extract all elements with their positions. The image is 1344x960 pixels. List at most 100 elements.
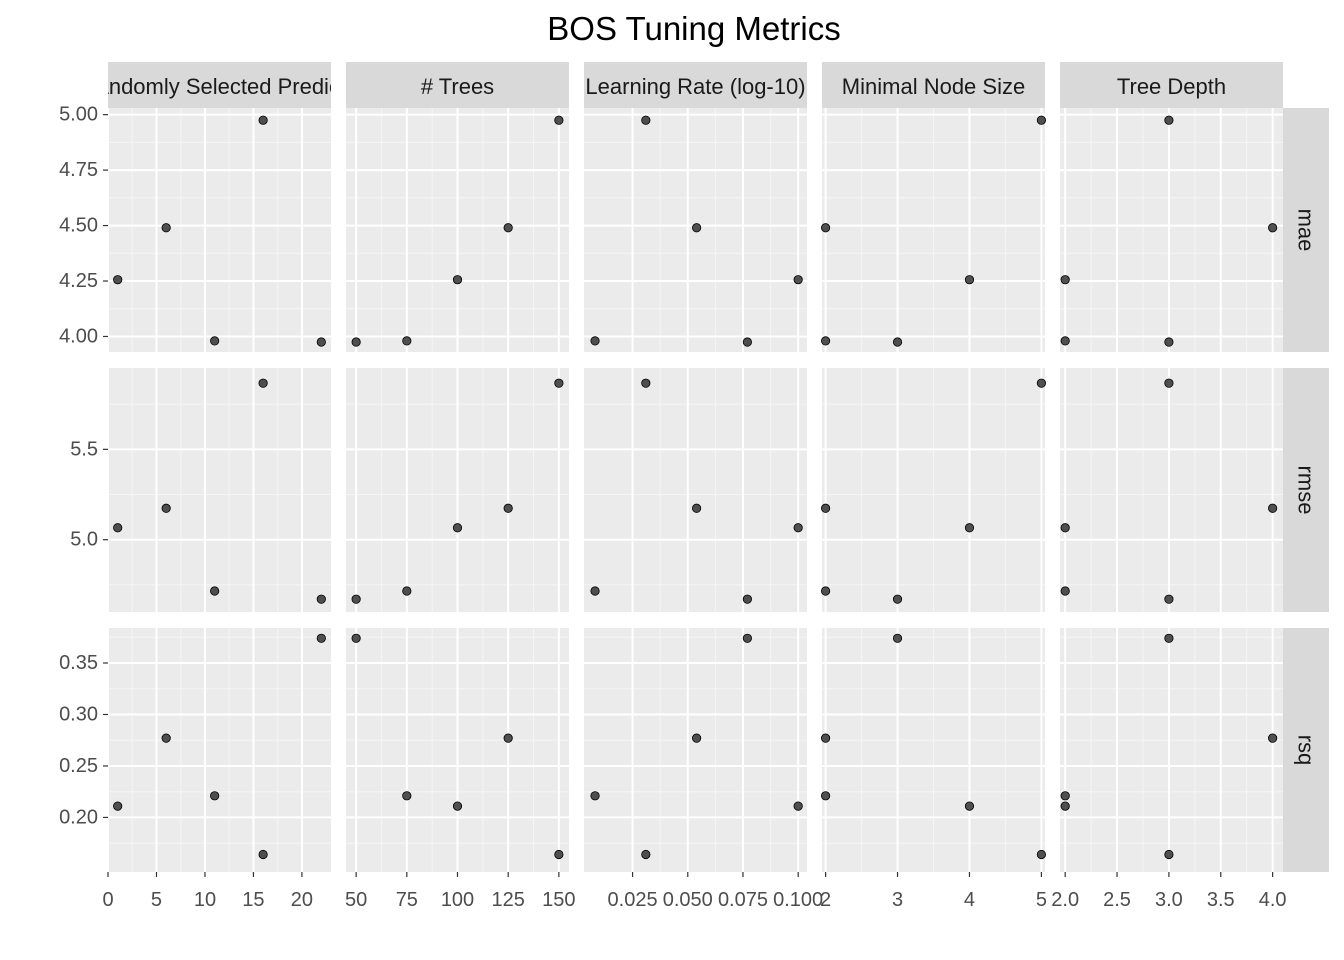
data-point — [258, 378, 268, 388]
facet-panel — [346, 368, 569, 612]
data-point — [113, 801, 123, 811]
x-tick-label: 3.0 — [1155, 889, 1183, 911]
data-point — [820, 503, 831, 513]
facet-panel — [346, 628, 569, 872]
data-point — [692, 503, 702, 513]
x-tick-label: 10 — [194, 889, 216, 911]
data-point — [1164, 849, 1174, 860]
data-point — [316, 594, 326, 604]
column-strip: Tree Depth — [1060, 62, 1283, 108]
data-point — [210, 586, 220, 596]
data-point — [452, 275, 463, 285]
data-point — [1060, 586, 1070, 596]
data-point — [452, 801, 463, 811]
data-point — [590, 586, 600, 596]
y-axis: 4.00 4.25 4.50 4.75 5.00 — [59, 104, 108, 347]
y-tick-label: 4.50 — [59, 215, 98, 237]
data-point — [1268, 223, 1278, 233]
panel-background — [584, 628, 807, 872]
data-point — [964, 801, 975, 811]
data-point — [742, 594, 752, 604]
row-strips: mae rmse rsq — [1283, 108, 1329, 872]
strip-background — [1283, 628, 1329, 872]
facet-panel — [1060, 108, 1283, 352]
data-point — [554, 378, 564, 388]
data-point — [503, 223, 513, 233]
x-tick-label: 100 — [441, 889, 474, 911]
data-point — [210, 336, 220, 346]
facet-panel — [820, 368, 1047, 612]
data-point — [892, 594, 903, 604]
panel-background — [1060, 108, 1283, 352]
data-point — [590, 336, 600, 346]
y-tick-label: 0.20 — [59, 806, 98, 828]
data-point — [316, 633, 326, 643]
facet-panel — [584, 368, 807, 612]
x-axis: 2.0 2.5 3.0 3.5 4.0 — [1051, 872, 1287, 911]
x-tick-label: 125 — [491, 889, 524, 911]
data-point — [742, 633, 752, 643]
data-point — [161, 223, 171, 233]
x-tick-label: 150 — [542, 889, 575, 911]
data-point — [793, 523, 803, 533]
data-point — [258, 849, 268, 860]
y-tick-label: 4.00 — [59, 325, 98, 347]
column-strip-label: Tree Depth — [1117, 74, 1226, 99]
column-strip: # Randomly Selected Predictors — [62, 62, 376, 108]
data-point — [210, 791, 220, 801]
data-point — [1268, 733, 1278, 743]
facet-panel — [1060, 368, 1283, 612]
chart-title: BOS Tuning Metrics — [547, 10, 840, 47]
y-tick-label: 0.35 — [59, 652, 98, 674]
facet-panel — [820, 628, 1047, 872]
column-strip-label: # Randomly Selected Predictors — [62, 74, 376, 99]
data-point — [1164, 594, 1174, 604]
x-tick-label: 0.100 — [773, 889, 823, 911]
row-strip: rsq — [1283, 628, 1329, 872]
x-tick-label: 4 — [964, 889, 975, 911]
data-point — [113, 275, 123, 285]
x-tick-label: 20 — [291, 889, 313, 911]
data-point — [1060, 275, 1070, 285]
column-strip: # Trees — [346, 62, 569, 108]
x-tick-label: 3 — [892, 889, 903, 911]
row-strip-label: rsq — [1294, 735, 1319, 766]
data-point — [892, 633, 903, 643]
data-point — [316, 337, 326, 347]
data-point — [1036, 115, 1047, 125]
row-strip: rmse — [1283, 368, 1329, 612]
data-point — [793, 275, 803, 285]
data-point — [554, 849, 564, 860]
row-strip-label: mae — [1294, 209, 1319, 252]
data-point — [1164, 378, 1174, 388]
data-point — [641, 378, 651, 388]
x-tick-label: 0.025 — [608, 889, 658, 911]
y-axis: 0.20 0.25 0.30 0.35 — [59, 652, 108, 828]
x-tick-label: 0 — [102, 889, 113, 911]
data-point — [964, 275, 975, 285]
data-point — [692, 223, 702, 233]
y-tick-label: 0.25 — [59, 755, 98, 777]
data-point — [1268, 503, 1278, 513]
facet-panel — [1060, 628, 1283, 872]
x-tick-label: 5 — [1036, 889, 1047, 911]
column-strip: Learning Rate (log-10) — [584, 62, 807, 108]
data-point — [503, 733, 513, 743]
data-point — [402, 791, 412, 801]
data-point — [1060, 791, 1070, 801]
x-tick-label: 4.0 — [1259, 889, 1287, 911]
x-tick-label: 2.0 — [1051, 889, 1079, 911]
panel-background — [1060, 368, 1283, 612]
x-tick-label: 3.5 — [1207, 889, 1235, 911]
data-point — [161, 503, 171, 513]
facet-panel — [584, 108, 807, 352]
data-point — [820, 336, 831, 346]
x-tick-label: 75 — [396, 889, 418, 911]
strip-background — [1283, 368, 1329, 612]
x-tick-label: 0.075 — [718, 889, 768, 911]
row-strip: mae — [1283, 108, 1329, 352]
x-axis: 2 3 4 5 — [820, 872, 1047, 911]
panel-background — [108, 108, 331, 352]
y-tick-label: 4.75 — [59, 159, 98, 181]
